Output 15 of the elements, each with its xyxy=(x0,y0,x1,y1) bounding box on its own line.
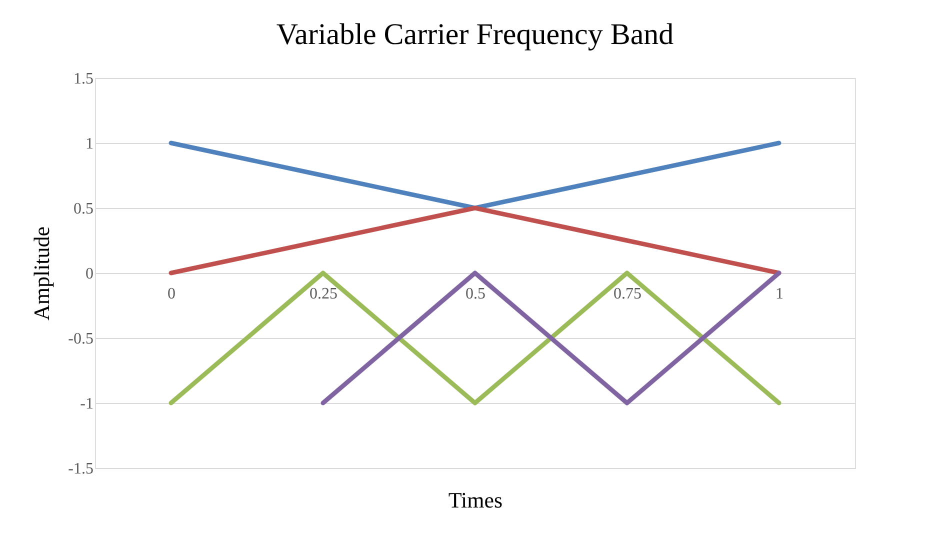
y-tick-label: -0.5 xyxy=(68,330,94,348)
x-tick-label: 0.75 xyxy=(614,286,642,302)
x-tick-label: 0 xyxy=(168,286,176,302)
y-tick-label: 0.5 xyxy=(74,200,94,218)
x-axis-title: Times xyxy=(448,488,503,512)
y-tick-label: -1 xyxy=(80,396,94,412)
y-axis-title: Amplitude xyxy=(29,226,54,321)
chart-title: Variable Carrier Frequency Band xyxy=(276,18,674,51)
y-tick-label: -1.5 xyxy=(68,460,94,478)
y-tick-label: 1.5 xyxy=(74,70,94,88)
x-tick-label: 0.25 xyxy=(310,286,338,302)
x-tick-label: 0.5 xyxy=(466,286,486,302)
y-tick-label: 1 xyxy=(86,136,94,152)
x-tick-label: 1 xyxy=(776,286,784,302)
y-tick-label: 0 xyxy=(86,266,94,282)
